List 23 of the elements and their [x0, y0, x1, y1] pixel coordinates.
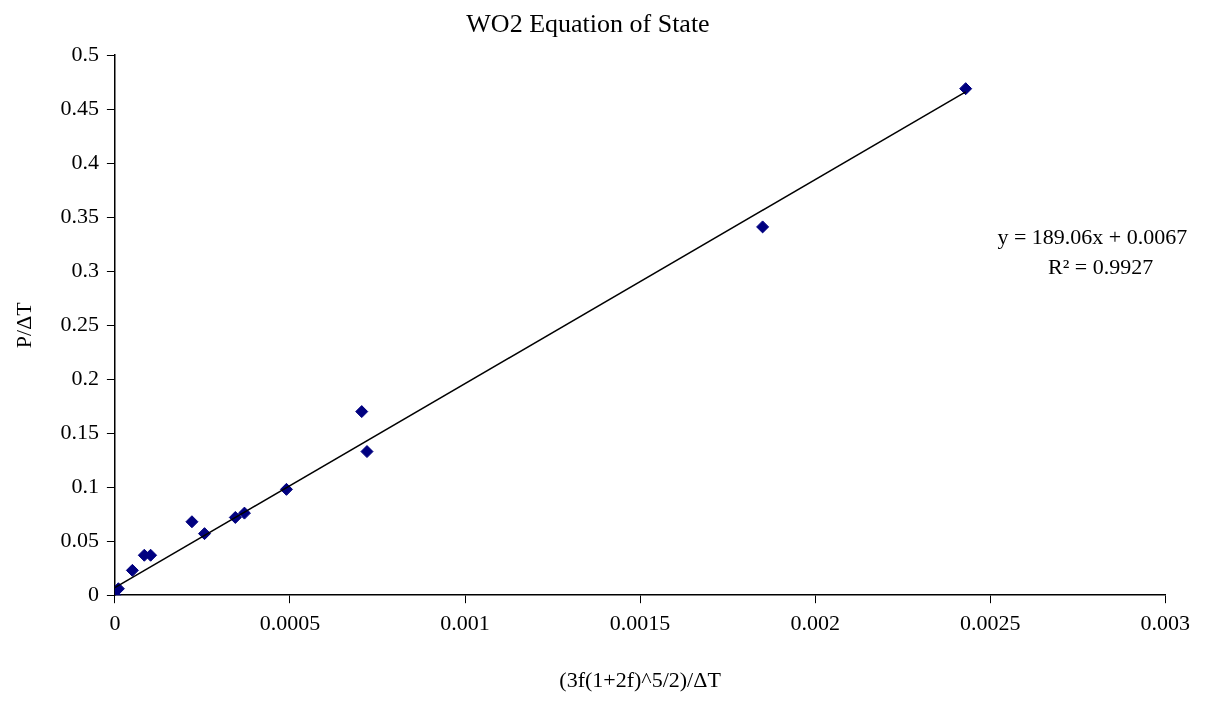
y-tick-label: 0.2 [71, 364, 99, 390]
x-tick-label: 0.0025 [959, 610, 1021, 636]
annotation: R² = 0.9927 [1048, 253, 1154, 279]
y-tick-label: 0 [87, 580, 99, 606]
y-tick-label: 0.3 [71, 256, 99, 282]
y-tick-label: 0.4 [71, 148, 99, 174]
y-tick-label: 0.1 [71, 472, 99, 498]
x-axis-title: (3f(1+2f)^5/2)/ΔT [559, 666, 722, 692]
x-tick-label: 0.003 [1140, 610, 1190, 636]
y-axis-title: P/ΔT [10, 301, 36, 349]
chart-title: WO2 Equation of State [466, 9, 710, 39]
y-tick-label: 0.25 [60, 310, 99, 336]
y-tick-label: 0.45 [60, 94, 99, 120]
y-tick-label: 0.05 [60, 526, 99, 552]
annotation: y = 189.06x + 0.0067 [997, 223, 1188, 249]
x-tick-label: 0 [109, 610, 121, 636]
y-tick-label: 0.35 [60, 202, 99, 228]
x-tick-label: 0.0015 [609, 610, 671, 636]
y-tick-label: 0.15 [60, 418, 99, 444]
x-tick-label: 0.001 [440, 610, 490, 636]
y-tick-label: 0.5 [71, 40, 99, 66]
x-tick-label: 0.0005 [259, 610, 321, 636]
x-tick-label: 0.002 [790, 610, 840, 636]
